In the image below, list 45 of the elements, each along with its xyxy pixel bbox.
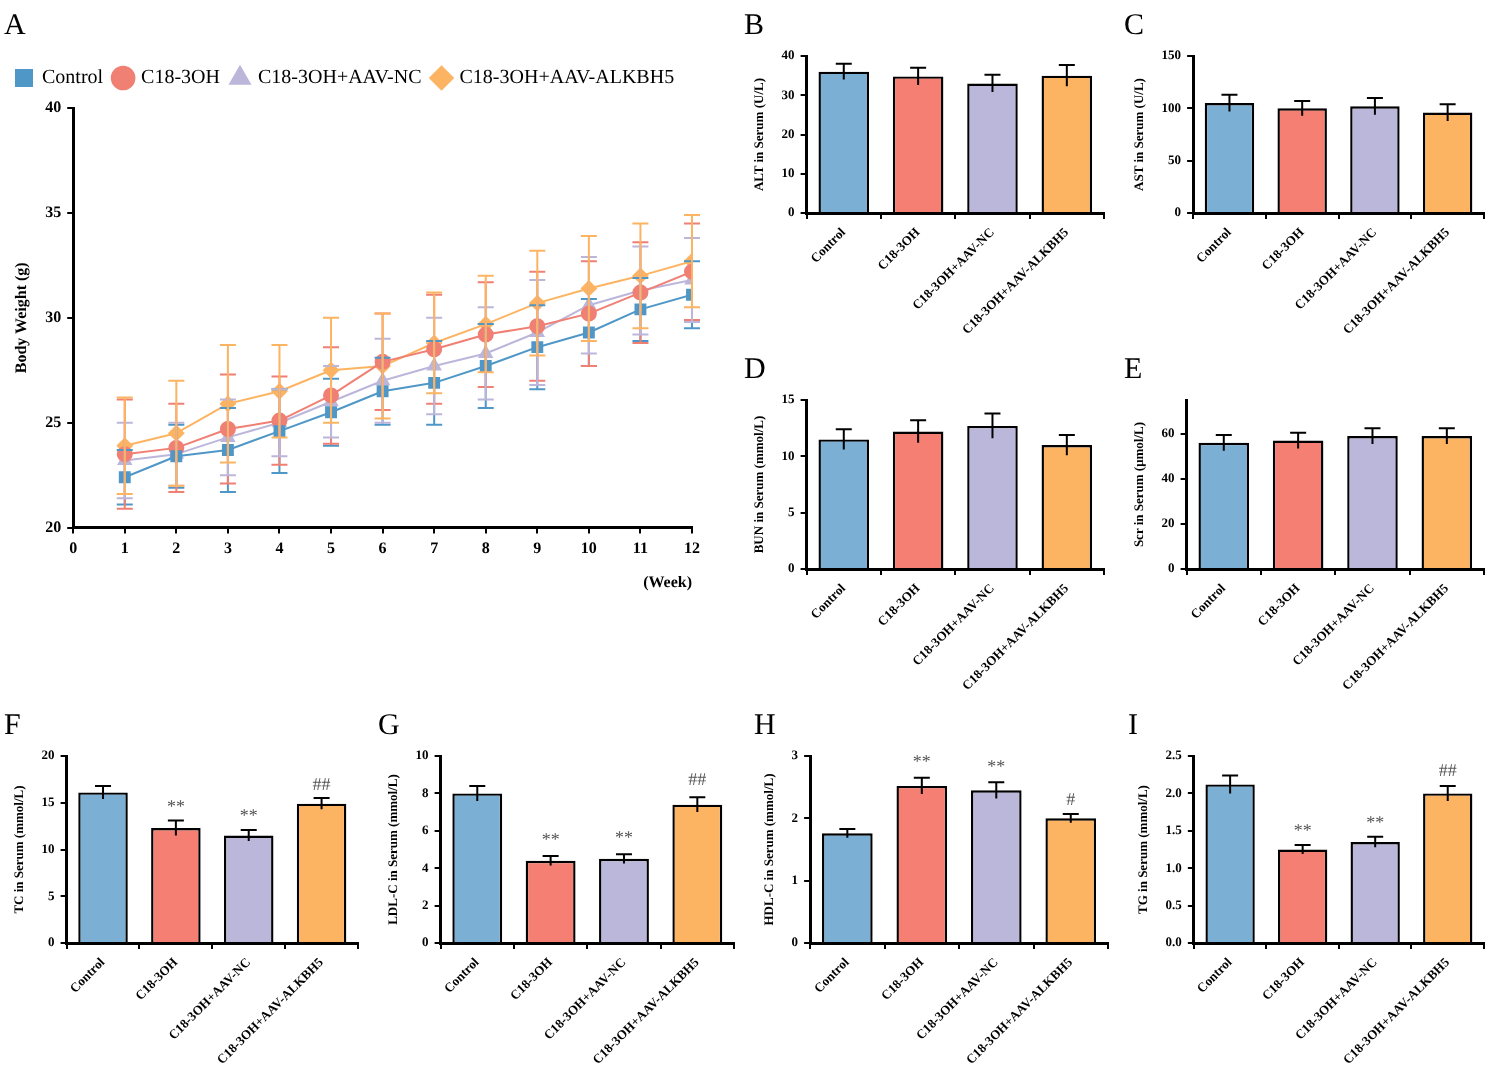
x-tick-label: 9 bbox=[533, 539, 542, 558]
x-axis-title: (Week) bbox=[643, 572, 693, 591]
y-tick-label: 30 bbox=[45, 307, 62, 326]
x-tick-label: 7 bbox=[430, 539, 439, 558]
chart-title: H bbox=[754, 709, 776, 742]
legend-label: Control bbox=[42, 67, 104, 90]
legend-label: C18-3OH+AAV-NC bbox=[258, 67, 423, 90]
y-tick-label: 40 bbox=[45, 98, 62, 117]
chart-title: G bbox=[378, 709, 400, 742]
annotation: ** bbox=[1293, 819, 1313, 840]
y-axis-title: Body Weight (g) bbox=[11, 261, 30, 374]
annotation: ** bbox=[541, 829, 561, 850]
y-tick-label: 35 bbox=[45, 203, 62, 222]
x-tick-label: 0 bbox=[69, 539, 78, 558]
legend-label: C18-3OH+AAV-ALKBH5 bbox=[459, 67, 675, 90]
x-tick-label: 12 bbox=[684, 539, 700, 558]
annotation: ## bbox=[312, 774, 332, 795]
x-tick-label: 5 bbox=[327, 539, 336, 558]
x-tick-label: 11 bbox=[632, 539, 648, 558]
y-tick-label: 25 bbox=[45, 412, 62, 431]
x-tick-label: 3 bbox=[223, 539, 232, 558]
chart-title: I bbox=[1128, 709, 1138, 742]
x-tick-label: 6 bbox=[378, 539, 387, 558]
chart-title: C bbox=[1124, 9, 1145, 42]
annotation: ## bbox=[688, 769, 708, 790]
chart-title: B bbox=[744, 9, 765, 42]
chart-title: E bbox=[1124, 353, 1143, 386]
chart-title: A bbox=[4, 9, 26, 42]
x-tick-label: 10 bbox=[580, 539, 597, 558]
x-tick-label: 8 bbox=[481, 539, 490, 558]
annotation: ** bbox=[987, 755, 1007, 776]
y-tick-label: 20 bbox=[45, 517, 62, 536]
chart-title: F bbox=[4, 709, 21, 742]
annotation: ** bbox=[166, 795, 186, 816]
chart-title: D bbox=[744, 353, 766, 386]
annotation: ** bbox=[239, 804, 259, 825]
annotation: ## bbox=[1438, 759, 1458, 780]
legend-label: C18-3OH bbox=[141, 67, 221, 90]
annotation: ** bbox=[1366, 812, 1386, 833]
annotation: ** bbox=[912, 751, 932, 772]
x-tick-label: 2 bbox=[172, 539, 181, 558]
x-tick-label: 4 bbox=[275, 539, 284, 558]
annotation: # bbox=[1066, 788, 1077, 809]
x-tick-label: 1 bbox=[120, 539, 129, 558]
annotation: ** bbox=[614, 827, 634, 848]
